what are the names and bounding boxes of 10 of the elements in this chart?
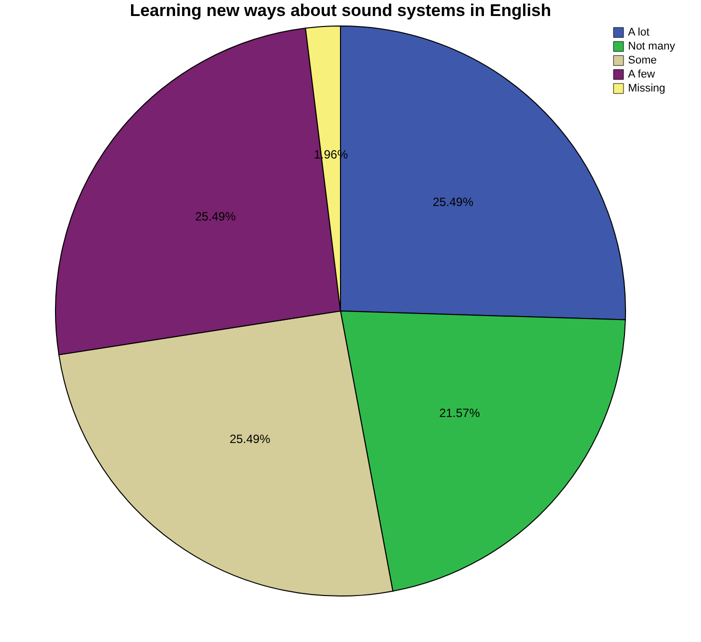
- legend-label: A lot: [628, 26, 650, 38]
- data-label: 25.49%: [195, 210, 236, 224]
- legend-label: A few: [628, 68, 655, 80]
- chart-title: Learning new ways about sound systems in English: [130, 1, 552, 20]
- data-label: 25.49%: [230, 432, 271, 446]
- data-label: 21.57%: [439, 406, 480, 420]
- legend-label: Missing: [628, 82, 666, 94]
- legend-label: Not many: [628, 40, 676, 52]
- legend-label: Some: [628, 54, 657, 66]
- data-label: 25.49%: [432, 194, 474, 209]
